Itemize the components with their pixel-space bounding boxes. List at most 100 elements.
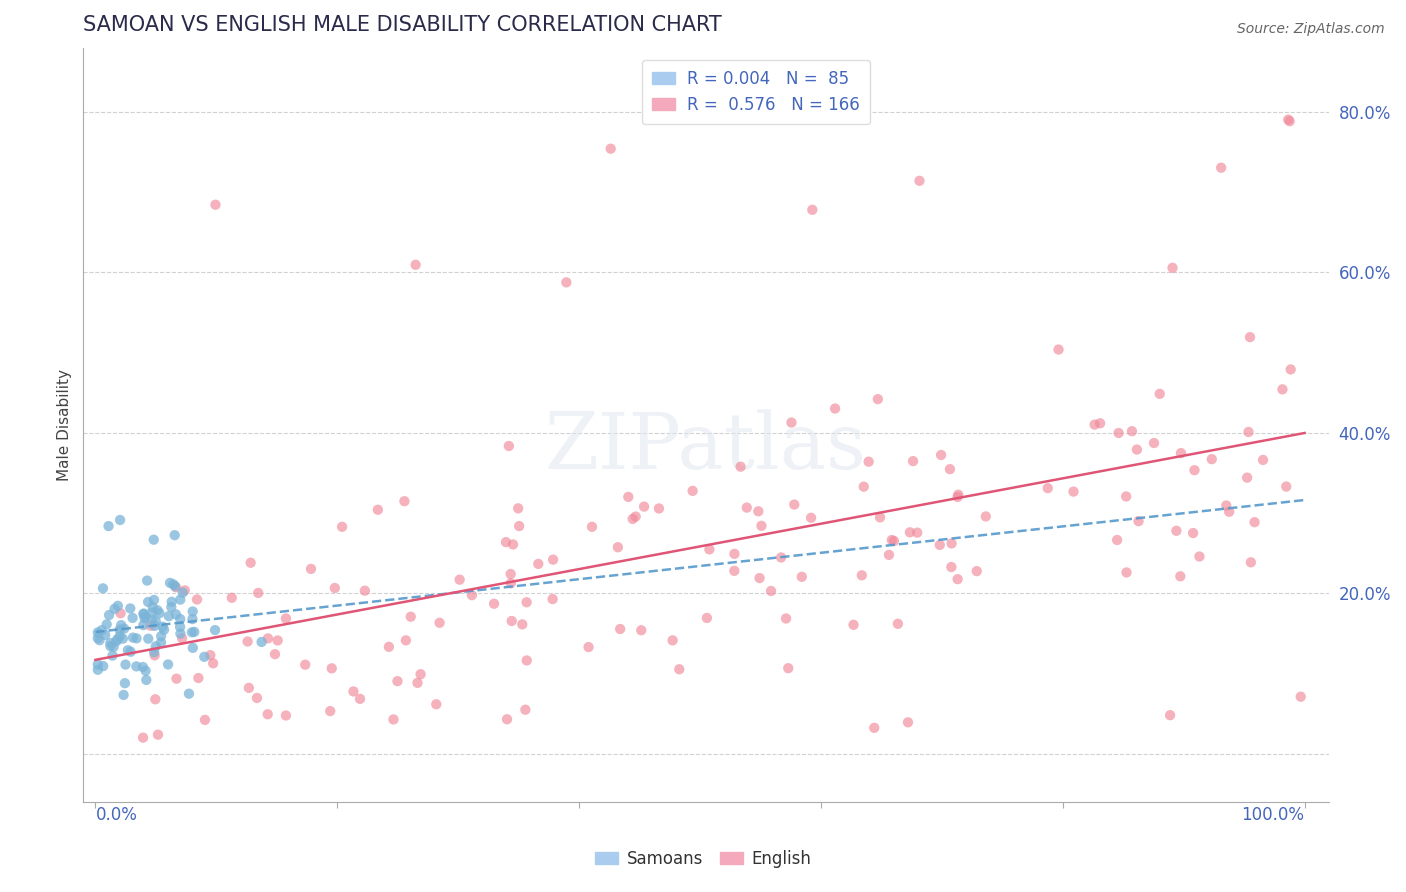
Point — [387, 674, 409, 689]
Point — [87, 657, 110, 672]
Point — [132, 607, 155, 621]
Point — [98, 636, 121, 650]
Point — [508, 501, 530, 516]
Point — [108, 629, 131, 643]
Point — [498, 439, 520, 453]
Point — [166, 672, 188, 686]
Point — [132, 731, 155, 745]
Point — [117, 643, 139, 657]
Legend: Samoans, English: Samoans, English — [588, 844, 818, 875]
Point — [1278, 114, 1301, 128]
Point — [648, 501, 671, 516]
Point — [169, 620, 191, 634]
Point — [901, 454, 924, 468]
Point — [696, 611, 718, 625]
Point — [187, 671, 209, 685]
Point — [183, 624, 205, 639]
Point — [342, 684, 364, 698]
Point — [869, 510, 891, 524]
Point — [527, 557, 550, 571]
Point — [221, 591, 243, 605]
Point — [202, 657, 225, 671]
Point — [581, 520, 603, 534]
Point — [173, 583, 195, 598]
Point — [120, 601, 142, 615]
Point — [150, 635, 173, 649]
Point — [132, 618, 155, 632]
Point — [121, 611, 143, 625]
Point — [181, 612, 204, 626]
Point — [135, 664, 157, 678]
Point — [110, 607, 132, 621]
Point — [1166, 524, 1188, 538]
Point — [177, 687, 200, 701]
Point — [142, 533, 165, 547]
Point — [135, 673, 157, 687]
Point — [1170, 569, 1192, 583]
Point — [495, 535, 517, 549]
Text: 100.0%: 100.0% — [1241, 805, 1305, 824]
Point — [382, 713, 405, 727]
Point — [405, 258, 427, 272]
Point — [425, 698, 447, 712]
Point — [169, 626, 191, 640]
Point — [157, 609, 180, 624]
Point — [143, 619, 166, 633]
Point — [939, 462, 962, 476]
Point — [502, 537, 524, 551]
Point — [1218, 505, 1240, 519]
Point — [1047, 343, 1070, 357]
Point — [160, 600, 183, 615]
Point — [132, 660, 155, 674]
Point — [723, 564, 745, 578]
Point — [1161, 260, 1184, 275]
Point — [204, 623, 226, 637]
Point — [1084, 417, 1107, 432]
Text: SAMOAN VS ENGLISH MALE DISABILITY CORRELATION CHART: SAMOAN VS ENGLISH MALE DISABILITY CORREL… — [83, 15, 723, 35]
Point — [103, 640, 125, 654]
Point — [748, 571, 770, 585]
Point — [759, 584, 782, 599]
Point — [96, 617, 118, 632]
Point — [1115, 490, 1137, 504]
Point — [125, 632, 148, 646]
Point — [730, 459, 752, 474]
Point — [146, 728, 169, 742]
Point — [1277, 112, 1299, 127]
Point — [122, 631, 145, 645]
Point — [783, 498, 806, 512]
Point — [541, 552, 564, 566]
Point — [108, 513, 131, 527]
Point — [299, 562, 322, 576]
Point — [141, 606, 163, 620]
Point — [1201, 452, 1223, 467]
Point — [108, 623, 131, 637]
Point — [510, 617, 533, 632]
Point — [90, 623, 112, 637]
Point — [169, 612, 191, 626]
Point — [112, 688, 135, 702]
Point — [482, 597, 505, 611]
Point — [928, 538, 950, 552]
Point — [1063, 484, 1085, 499]
Point — [406, 676, 429, 690]
Point — [1211, 161, 1233, 175]
Point — [897, 715, 920, 730]
Point — [499, 576, 522, 591]
Point — [395, 633, 418, 648]
Point — [136, 595, 159, 609]
Point — [780, 416, 803, 430]
Point — [496, 712, 519, 726]
Point — [633, 500, 655, 514]
Point — [266, 633, 288, 648]
Point — [735, 500, 758, 515]
Point — [87, 663, 110, 677]
Point — [143, 692, 166, 706]
Point — [449, 573, 471, 587]
Point — [143, 648, 166, 663]
Point — [801, 202, 824, 217]
Point — [1170, 446, 1192, 460]
Point — [193, 649, 215, 664]
Point — [1271, 383, 1294, 397]
Point — [160, 595, 183, 609]
